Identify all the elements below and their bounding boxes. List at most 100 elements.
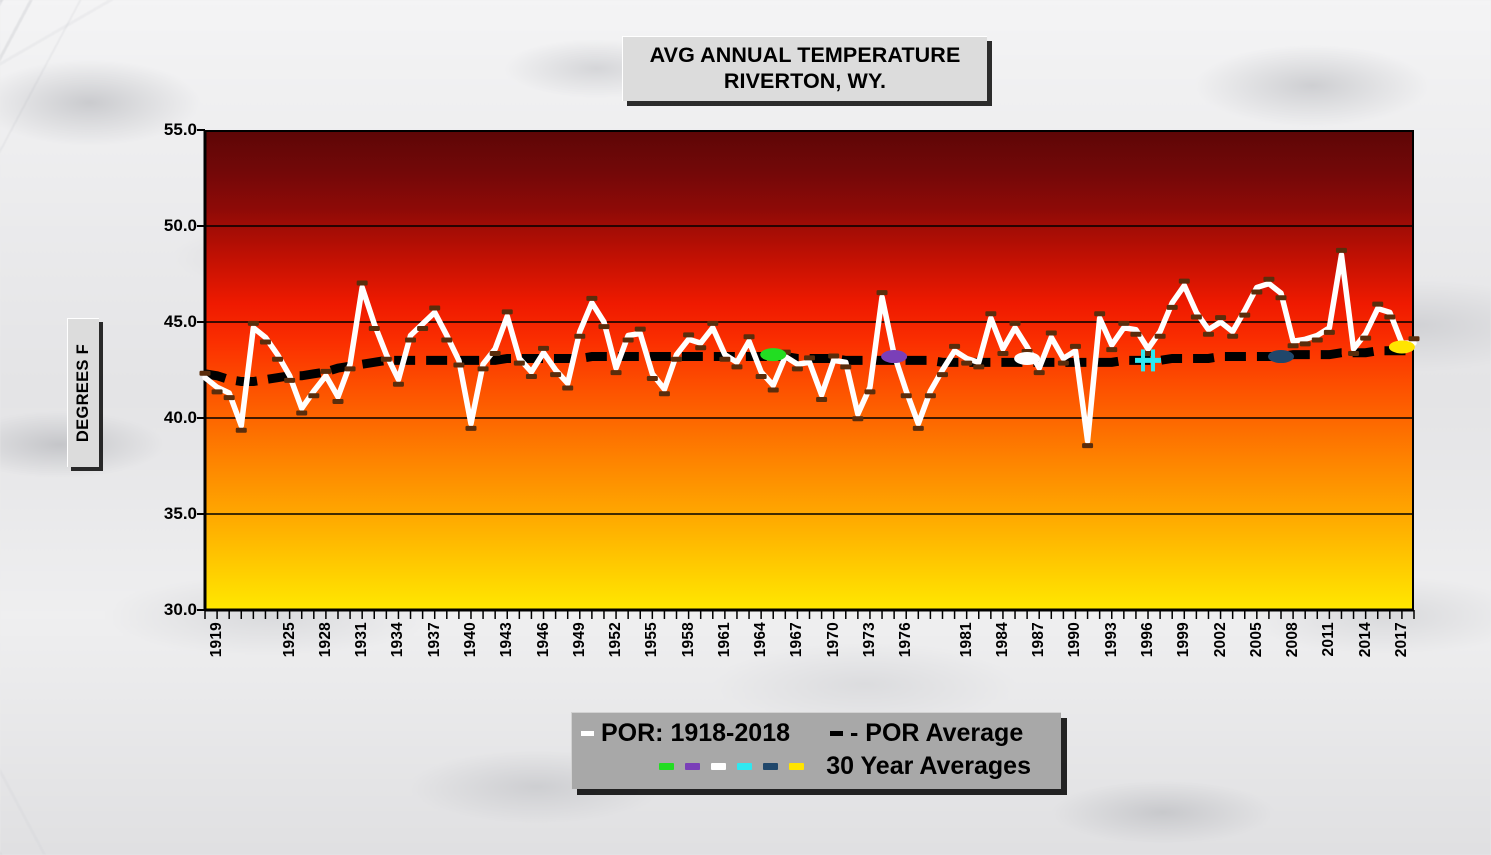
x-axis-tick-label: 1976 — [897, 622, 915, 658]
data-point-marker — [1166, 304, 1178, 310]
data-point-marker — [1215, 315, 1227, 321]
data-point-marker — [368, 326, 380, 332]
data-point-marker — [864, 389, 876, 395]
data-point-marker — [985, 311, 997, 317]
data-point-marker — [1094, 311, 1106, 317]
data-point-marker — [598, 324, 610, 330]
plot-svg — [205, 130, 1420, 610]
data-point-marker — [936, 372, 948, 378]
x-axis-tick-label: 1990 — [1066, 622, 1084, 658]
x-axis-tick-labels: 1919 1925 1928 1931 1934 1937 1940 1943 1946 1949… — [205, 616, 1414, 706]
data-point-marker — [574, 333, 586, 339]
x-axis-tick-label: 1925 — [280, 622, 298, 658]
data-point-marker — [1323, 329, 1335, 335]
data-point-marker — [259, 339, 271, 345]
legend-swatch-thirty-year — [789, 763, 805, 770]
data-point-marker — [743, 334, 755, 340]
data-point-marker — [731, 364, 743, 370]
data-point-marker — [900, 393, 912, 399]
legend-swatch-thirty-year — [685, 763, 701, 770]
data-point-marker — [1202, 331, 1214, 337]
data-point-marker — [1118, 320, 1130, 326]
data-point-marker — [646, 375, 658, 381]
x-axis-tick-label: 1952 — [607, 622, 625, 658]
x-axis-tick-label: 1993 — [1102, 622, 1120, 658]
data-point-marker — [840, 364, 852, 370]
data-point-marker — [1106, 347, 1118, 353]
data-point-marker — [1251, 289, 1263, 295]
thirty-year-average-marker — [760, 348, 787, 362]
data-point-marker — [223, 395, 235, 401]
x-axis-tick-label: 1937 — [425, 622, 443, 658]
legend-swatch-series — [581, 731, 594, 736]
data-point-marker — [1082, 443, 1094, 449]
legend-label-thirty-year: 30 Year Averages — [826, 752, 1031, 780]
data-point-marker — [308, 393, 320, 399]
x-axis-tick-label: 2017 — [1392, 622, 1410, 658]
data-point-marker — [272, 356, 284, 362]
data-point-marker — [634, 326, 646, 332]
data-point-marker — [1263, 276, 1275, 282]
data-point-marker — [1239, 312, 1251, 318]
x-axis-tick-label: 1970 — [824, 622, 842, 658]
x-axis-tick-label: 1928 — [316, 622, 334, 658]
x-axis-tick-label: 1984 — [993, 622, 1011, 658]
data-point-marker — [320, 368, 332, 374]
thirty-year-average-marker — [1014, 351, 1041, 365]
data-point-marker — [429, 305, 441, 311]
x-axis-tick-label: 1981 — [957, 622, 975, 658]
data-point-marker — [719, 356, 731, 362]
data-point-marker — [1142, 350, 1154, 356]
x-axis-tick-label: 1949 — [570, 622, 588, 658]
data-point-marker — [356, 280, 368, 286]
legend-swatch-thirty-year — [737, 763, 753, 770]
x-axis-tick-label: 2014 — [1356, 622, 1374, 658]
data-point-marker — [852, 416, 864, 422]
data-point-marker — [1348, 350, 1360, 356]
chart-title-line-1: AVG ANNUAL TEMPERATURE — [649, 43, 961, 67]
legend-swatch-average — [830, 731, 844, 736]
x-axis-tick-label: 2011 — [1320, 622, 1338, 657]
data-point-marker — [1009, 320, 1021, 326]
data-point-marker — [550, 372, 562, 378]
y-axis-tick-label: 35.0 — [163, 504, 197, 523]
data-point-marker — [453, 362, 465, 368]
data-point-marker — [513, 360, 525, 366]
data-point-marker — [767, 387, 779, 393]
data-point-marker — [489, 350, 501, 356]
y-axis-tick-label: 55.0 — [163, 120, 197, 139]
x-axis-tick-label: 1964 — [752, 622, 770, 658]
data-point-marker — [791, 366, 803, 372]
data-point-marker — [417, 326, 429, 332]
x-axis-tick-label: 2002 — [1211, 622, 1229, 658]
x-axis-tick-label: 1958 — [679, 622, 697, 658]
y-axis-title-text: DEGREES F — [74, 343, 92, 443]
data-point-marker — [1311, 337, 1323, 343]
thirty-year-average-marker — [1268, 350, 1295, 364]
data-point-marker — [610, 370, 622, 376]
data-point-marker — [683, 332, 695, 338]
legend-row-thirty-year: 30 Year Averages — [572, 750, 1061, 783]
data-point-marker — [380, 356, 392, 362]
x-axis-tick-label: 1934 — [389, 622, 407, 658]
data-point-marker — [465, 425, 477, 431]
data-point-marker — [405, 337, 417, 343]
data-point-marker — [997, 350, 1009, 356]
y-axis-tick-label: 40.0 — [163, 408, 197, 427]
y-axis-tick-label: 45.0 — [163, 312, 197, 331]
thirty-year-average-marker — [1388, 340, 1415, 354]
data-point-marker — [1360, 335, 1372, 341]
data-point-marker — [199, 370, 211, 376]
chart-legend: POR: 1918-2018 - POR Average 30 Year Ave… — [571, 712, 1061, 789]
annual-temperature-line — [205, 255, 1414, 441]
data-point-marker — [1287, 343, 1299, 349]
data-point-marker — [1154, 333, 1166, 339]
data-point-marker — [562, 385, 574, 391]
data-point-marker — [1045, 330, 1057, 336]
y-axis-tick-label: 30.0 — [163, 600, 197, 619]
data-point-marker — [586, 295, 598, 301]
data-point-marker — [961, 360, 973, 366]
x-axis-tick-label: 1919 — [208, 622, 226, 658]
x-axis-tick-label: 2005 — [1247, 622, 1265, 658]
y-axis-tick-labels: 55.0 50.0 45.0 40.0 35.0 30.0 — [140, 120, 197, 619]
